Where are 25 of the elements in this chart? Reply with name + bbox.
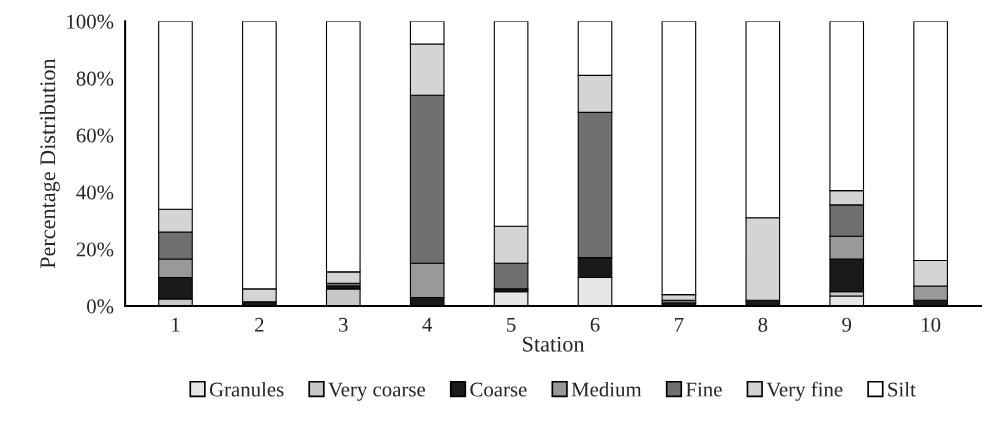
x-tick-label: 9	[842, 317, 852, 332]
x-tick-label: 2	[255, 317, 264, 332]
x-tick-label: 1	[172, 317, 180, 332]
legend-label: Fine	[686, 382, 722, 397]
x-tick-label: 6	[590, 317, 600, 332]
x-tick-label: 4	[422, 317, 433, 332]
x-tick-label: 3	[339, 317, 348, 332]
legend-label: Coarse	[470, 382, 527, 397]
y-tick-label: 80%	[76, 71, 114, 86]
x-tick-label: 10	[922, 317, 941, 332]
x-tick-label: 8	[758, 317, 768, 332]
legend-label: Granules	[209, 381, 284, 397]
x-axis-title: Station	[523, 336, 585, 352]
legend-label: Very fine	[766, 381, 843, 401]
y-tick-label: 60%	[76, 128, 114, 143]
legend-label: Very coarse	[328, 382, 425, 401]
y-tick-label: 0%	[87, 299, 114, 314]
x-tick-label: 5	[507, 317, 516, 332]
y-tick-label: 40%	[76, 185, 114, 200]
y-tick-label: 100%	[67, 14, 114, 29]
y-tick-label: 20%	[76, 242, 114, 257]
legend-label: Silt	[888, 381, 916, 397]
x-tick-label: 7	[675, 317, 684, 332]
legend-label: Medium	[571, 381, 642, 397]
y-axis-title: Percentage Distribution	[39, 58, 60, 269]
